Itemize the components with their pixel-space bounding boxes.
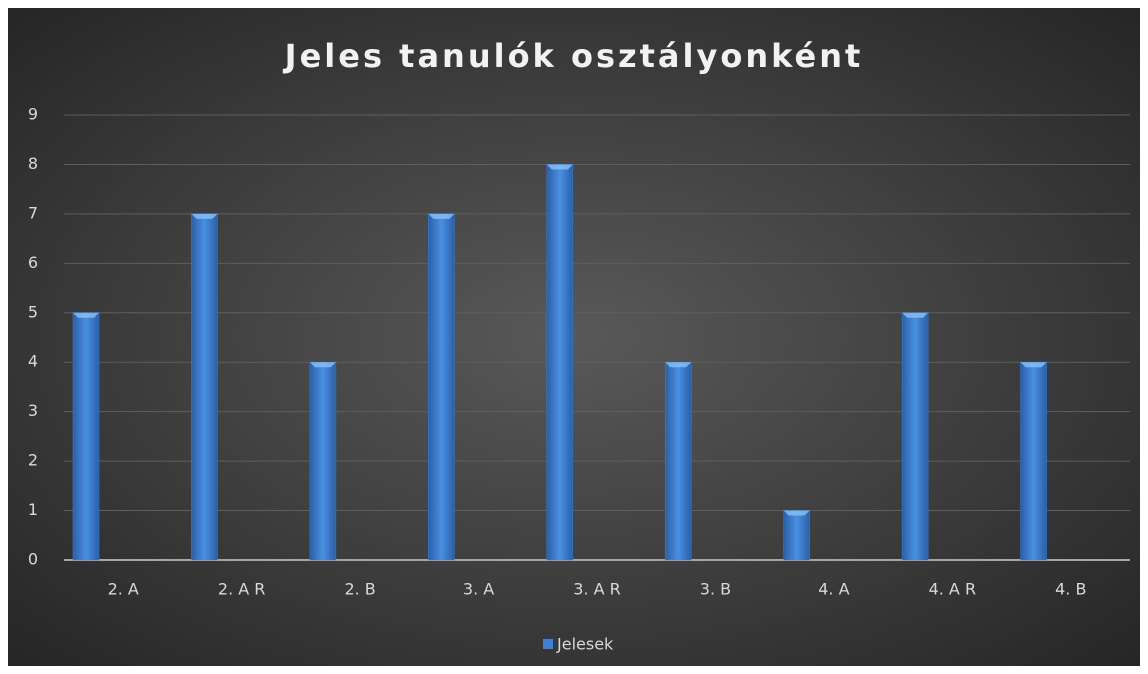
y-tick-label: 3 [28, 401, 38, 420]
bar-bevel [428, 213, 455, 219]
y-tick-label: 0 [28, 550, 38, 569]
bar [72, 312, 100, 561]
bar-bevel [73, 312, 99, 318]
x-tick-label: 3. A R [573, 580, 621, 599]
chart-title: Jeles tanulók osztályonként [283, 37, 864, 75]
x-tick-label: 4. A R [929, 580, 977, 599]
legend-swatch [543, 639, 553, 649]
y-tick-label: 9 [28, 105, 38, 124]
y-tick-label: 1 [28, 500, 38, 519]
bar [783, 510, 810, 561]
bar-bevel [191, 213, 218, 219]
bar [428, 213, 455, 561]
bar [546, 164, 574, 561]
legend-label: Jelesek [556, 635, 614, 654]
x-tick-label: 3. A [463, 580, 494, 599]
x-tick-label: 3. B [700, 580, 731, 599]
bar [309, 361, 337, 561]
chart-background [8, 8, 1140, 666]
y-tick-label: 5 [28, 302, 38, 321]
y-tick-label: 6 [28, 253, 38, 272]
bar-bevel [902, 312, 929, 318]
bar [901, 312, 929, 561]
y-tick-label: 2 [28, 451, 38, 470]
y-tick-label: 4 [28, 352, 38, 371]
bar [1020, 361, 1047, 561]
bar-bevel [1020, 362, 1047, 368]
bar-bevel [783, 510, 810, 516]
bar-bevel [546, 164, 573, 170]
x-tick-label: 4. B [1055, 580, 1086, 599]
bar [191, 213, 218, 561]
y-tick-label: 8 [28, 154, 38, 173]
x-tick-label: 2. A R [218, 580, 266, 599]
x-tick-label: 4. A [818, 580, 849, 599]
bar [664, 361, 692, 561]
y-tick-label: 7 [28, 203, 38, 222]
bar-bevel [665, 362, 692, 368]
bar-bevel [309, 362, 336, 368]
x-tick-label: 2. B [344, 580, 375, 599]
x-tick-label: 2. A [108, 580, 139, 599]
